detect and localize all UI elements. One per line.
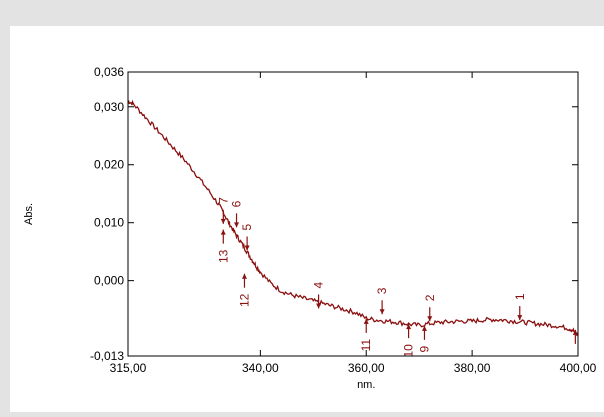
peak-marker: 10 <box>402 324 416 357</box>
x-tick-label: 380,00 <box>454 361 491 375</box>
peak-marker: 6 <box>230 200 244 228</box>
peak-label: 6 <box>230 200 244 207</box>
y-tick-label: 0,030 <box>94 100 124 114</box>
y-axis-label: Abs. <box>23 203 35 225</box>
peak-marker: 1 <box>513 293 527 321</box>
y-tick-label: -0,013 <box>90 349 124 363</box>
peak-label: 12 <box>237 293 251 307</box>
peak-label: 5 <box>240 224 254 231</box>
peak-label: 10 <box>402 344 416 358</box>
y-tick-label: 0,000 <box>94 274 124 288</box>
peak-label: 4 <box>312 281 326 288</box>
x-axis-label: nm. <box>357 379 375 391</box>
peak-label: 7 <box>216 197 230 204</box>
peak-marker: 7 <box>216 197 230 224</box>
y-tick-label: 0,020 <box>94 158 124 172</box>
peak-marker: 13 <box>216 229 230 263</box>
peak-label: 1 <box>513 293 527 300</box>
peak-marker: 3 <box>375 287 389 315</box>
peak-label: 13 <box>216 249 230 263</box>
peak-marker: 11 <box>359 318 373 352</box>
peak-label: 11 <box>359 339 373 352</box>
x-tick-label: 340,00 <box>242 361 279 375</box>
absorbance-chart: 315,00 340,00 360,00 380,00 400,00 0,036 0,030… <box>23 65 597 391</box>
chart-panel: 315,00 340,00 360,00 380,00 400,00 0,036 0,030… <box>10 26 604 412</box>
peak-marker: 9 <box>417 325 431 353</box>
spectrum-line <box>127 99 579 337</box>
peak-marker: 12 <box>237 273 251 307</box>
peak-label: 3 <box>375 287 389 294</box>
x-tick-label: 360,00 <box>348 361 385 375</box>
peak-marker <box>572 329 578 344</box>
peak-label: 2 <box>423 294 437 301</box>
peak-marker: 5 <box>240 224 254 251</box>
peak-marker: 4 <box>312 281 326 309</box>
y-tick-label: 0,010 <box>94 216 124 230</box>
peak-marker: 2 <box>423 294 437 322</box>
plot-frame <box>127 71 579 357</box>
x-tick-label: 315,00 <box>110 361 147 375</box>
x-tick-label: 400,00 <box>560 361 597 375</box>
peak-label: 9 <box>417 346 431 353</box>
y-tick-label: 0,036 <box>94 65 124 79</box>
